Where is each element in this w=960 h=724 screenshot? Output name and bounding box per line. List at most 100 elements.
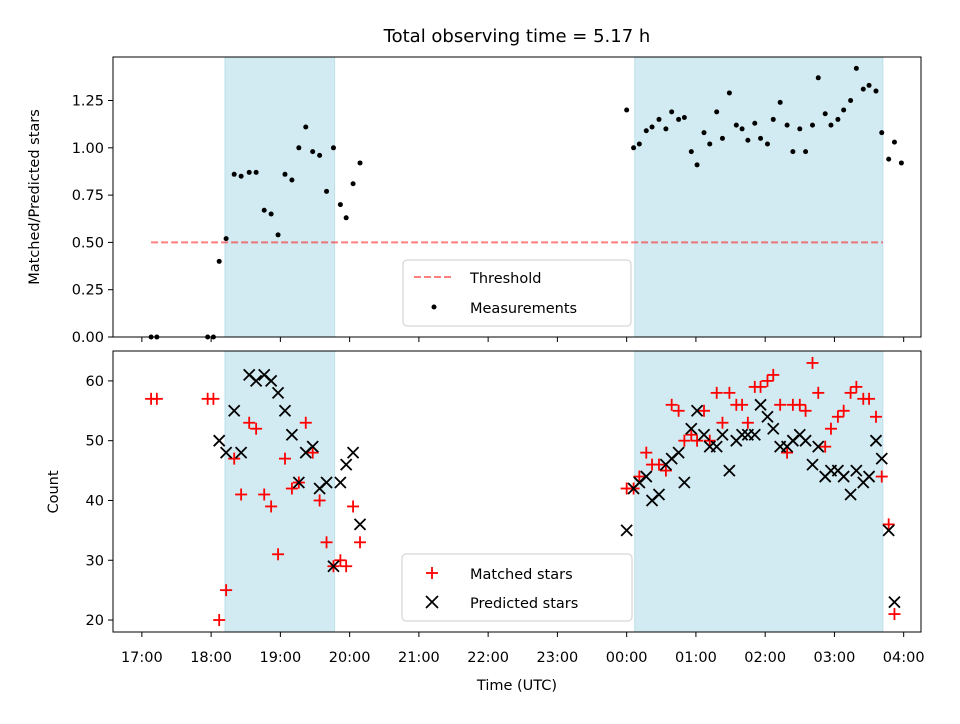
measurements-point xyxy=(841,107,847,113)
matched-stars-point xyxy=(767,368,780,381)
predicted-stars-point xyxy=(761,410,774,423)
x-tick-label: 22:00 xyxy=(467,650,509,666)
measurements-point xyxy=(669,109,675,115)
matched-stars-point xyxy=(691,434,704,447)
predicted-stars-point xyxy=(697,428,711,441)
matched-stars-point xyxy=(812,386,825,399)
measurements-point xyxy=(752,120,758,126)
measurements-point xyxy=(216,258,222,264)
measurements-point xyxy=(231,171,237,177)
predicted-stars-point xyxy=(799,434,812,447)
matched-stars-point xyxy=(640,446,653,459)
matched-stars-point xyxy=(665,398,678,411)
predicted-stars-point xyxy=(690,404,704,417)
x-axis-ticks: 17:00 18:00 19:00 20:00 21:00 22:00 23:00 00:00… xyxy=(121,337,925,666)
matched-stars-point xyxy=(313,494,326,507)
measurements-point xyxy=(891,139,897,145)
y-tick-label: 1.25 xyxy=(72,94,104,110)
measurements-point xyxy=(261,207,267,213)
measurements-point xyxy=(357,160,363,166)
measurements-legend-swatch xyxy=(431,304,437,310)
chart-title: Total observing time = 5.17 h xyxy=(383,26,651,47)
bottom-panel-frame xyxy=(112,350,922,633)
y-tick-label: 0.25 xyxy=(72,283,104,299)
matched-stars-point xyxy=(299,416,312,429)
predicted-stars-point xyxy=(327,560,340,573)
matched-stars-point xyxy=(819,440,832,453)
matched-stars-point xyxy=(250,422,263,435)
measurements-point xyxy=(246,169,252,175)
measurements-point xyxy=(803,149,809,155)
measurements-point xyxy=(879,130,885,136)
predicted-stars-point xyxy=(652,488,666,501)
matched-stars-point xyxy=(285,482,298,495)
measurements-point xyxy=(726,90,732,96)
shaded-interval-1 xyxy=(634,350,884,633)
predicted-stars-point xyxy=(334,476,347,489)
x-tick-label: 19:00 xyxy=(259,650,301,666)
measurements-point xyxy=(681,115,687,121)
top-panel-frame xyxy=(112,56,922,338)
y-tick-label: 0.75 xyxy=(72,188,104,204)
predicted-stars-point xyxy=(265,374,278,388)
measurements-point xyxy=(317,152,323,158)
bottom-panel: 20 30 40 50 60 Count Matched stars Predicted… xyxy=(46,350,922,633)
matched-legend-label: Matched stars xyxy=(470,567,573,583)
matched-stars-point xyxy=(320,536,333,549)
predicted-stars-point xyxy=(278,404,292,417)
predicted-stars-point xyxy=(844,488,857,501)
matched-stars-point xyxy=(882,518,895,531)
predicted-stars-point xyxy=(234,446,248,459)
matched-stars-point xyxy=(272,548,285,561)
y-tick-label: 40 xyxy=(86,493,104,509)
measurements-point xyxy=(296,145,302,151)
matched-stars-point xyxy=(659,464,672,477)
measurements-point xyxy=(714,109,720,115)
measurements-point xyxy=(324,188,330,194)
top-panel-axes: 0.00 0.25 0.50 0.75 1.00 1.25 xyxy=(72,94,113,346)
matched-stars-point xyxy=(672,404,685,417)
matched-stars-point xyxy=(678,434,691,447)
measurements-point xyxy=(275,232,281,238)
measurements-point xyxy=(809,122,815,128)
matched-stars-point xyxy=(806,356,819,369)
predicted-stars-point xyxy=(640,470,653,483)
predicted-stars-point xyxy=(292,476,305,489)
predicted-stars-point xyxy=(754,398,767,411)
measurements-point xyxy=(733,122,739,128)
predicted-stars-point xyxy=(320,476,333,489)
measurements-point xyxy=(784,122,790,128)
threshold-legend-label: Threshold xyxy=(469,271,541,287)
measurements-point xyxy=(745,137,751,143)
matched-stars-point xyxy=(278,452,291,465)
measurements-point xyxy=(764,141,770,147)
y-tick-label: 1.00 xyxy=(72,141,104,157)
matched-stars-point xyxy=(754,380,767,393)
top-legend-box xyxy=(402,259,632,327)
predicted-stars-point xyxy=(748,428,761,441)
predicted-stars-point xyxy=(862,470,876,483)
measurements-point xyxy=(676,116,682,122)
predicted-stars-point xyxy=(620,524,633,537)
matched-stars-point xyxy=(243,416,256,429)
predicted-stars-point xyxy=(723,464,736,477)
matched-stars-point xyxy=(340,560,353,573)
matched-stars-point xyxy=(869,410,882,423)
measurements-point xyxy=(758,135,764,141)
matched-stars-point xyxy=(799,404,812,417)
matched-stars-point xyxy=(875,470,888,483)
matched-stars-point xyxy=(741,416,754,429)
measurements-point xyxy=(701,130,707,136)
measurements-point xyxy=(828,122,834,128)
measurements-point xyxy=(656,116,662,122)
top-panel-marks xyxy=(148,65,904,340)
matched-stars-point xyxy=(633,470,646,483)
top-panel: 0.00 0.25 0.50 0.75 1.00 1.25 Matched/Predict… xyxy=(27,56,922,346)
measurements-point xyxy=(303,124,309,130)
measurements-point xyxy=(886,156,892,162)
predicted-stars-point xyxy=(228,404,241,417)
measurements-point xyxy=(707,141,713,147)
measurements-point xyxy=(350,181,356,187)
predicted-stars-point xyxy=(213,434,226,447)
